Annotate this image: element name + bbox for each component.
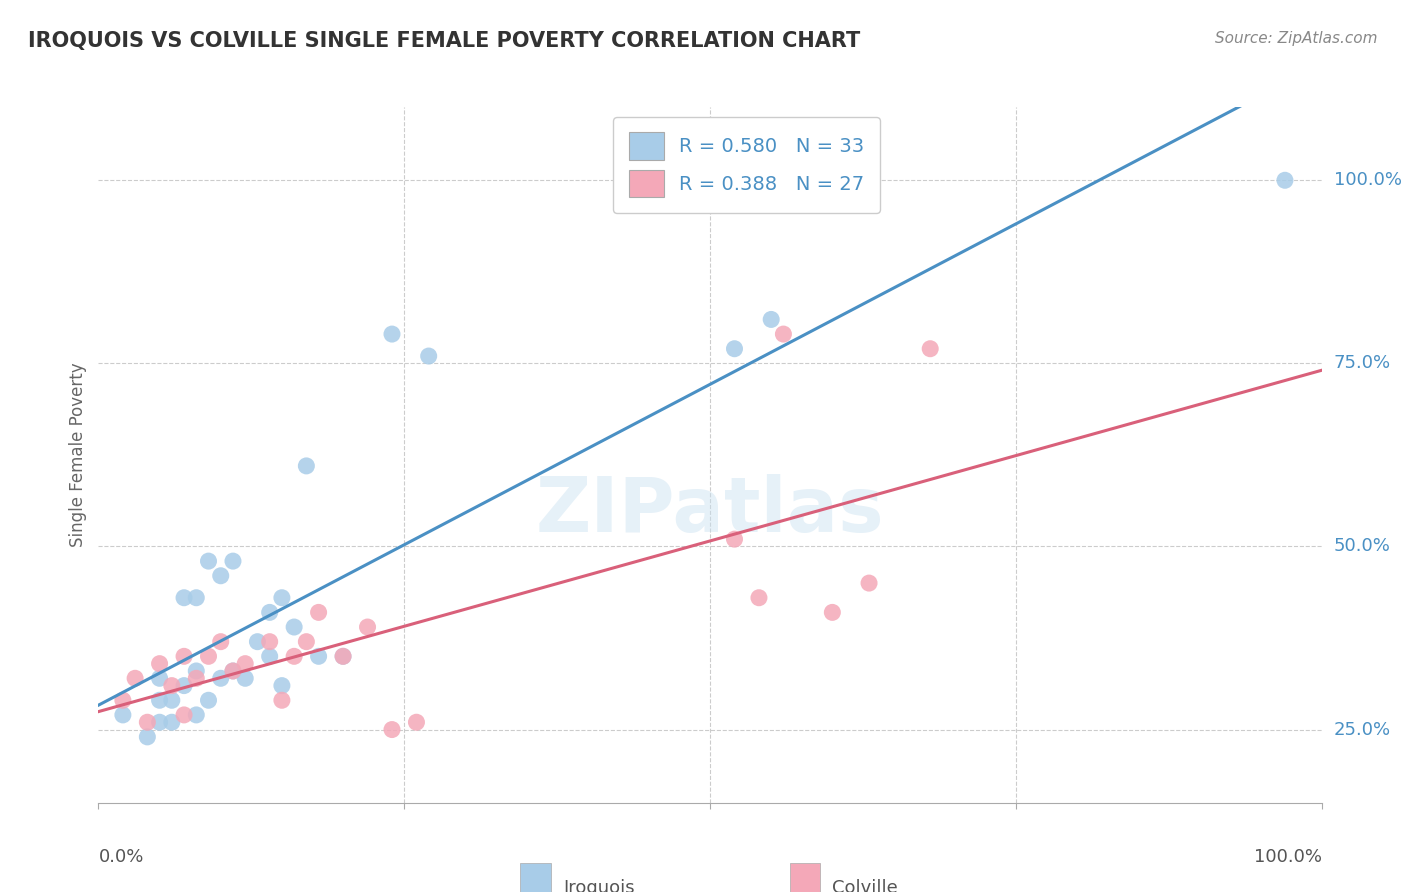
Text: Source: ZipAtlas.com: Source: ZipAtlas.com <box>1215 31 1378 46</box>
Point <box>246 634 269 648</box>
Text: Iroquois: Iroquois <box>564 880 636 892</box>
Point <box>772 327 794 342</box>
Point <box>149 657 172 671</box>
Point <box>920 342 942 356</box>
Point <box>356 620 378 634</box>
Point <box>186 671 208 685</box>
Point <box>160 679 183 693</box>
Point <box>222 554 245 568</box>
Point <box>1274 173 1296 187</box>
Point <box>332 649 354 664</box>
Point <box>270 679 294 693</box>
Point <box>381 327 404 342</box>
Point <box>209 634 232 648</box>
Point <box>111 693 134 707</box>
Point <box>748 591 770 605</box>
Text: Colville: Colville <box>832 880 898 892</box>
Point <box>136 715 159 730</box>
Point <box>149 715 172 730</box>
Text: IROQUOIS VS COLVILLE SINGLE FEMALE POVERTY CORRELATION CHART: IROQUOIS VS COLVILLE SINGLE FEMALE POVER… <box>28 31 860 51</box>
Point <box>308 649 330 664</box>
Point <box>173 591 195 605</box>
Point <box>270 591 294 605</box>
Point <box>111 707 134 722</box>
Point <box>197 693 219 707</box>
Point <box>186 591 208 605</box>
Point <box>332 649 354 664</box>
Point <box>308 606 330 620</box>
Point <box>761 312 783 326</box>
Point <box>197 554 219 568</box>
Text: 0.0%: 0.0% <box>98 848 143 866</box>
Point <box>222 664 245 678</box>
FancyBboxPatch shape <box>790 863 820 892</box>
Point <box>418 349 440 363</box>
Point <box>270 693 294 707</box>
Point <box>197 649 219 664</box>
FancyBboxPatch shape <box>520 863 551 892</box>
Point <box>149 693 172 707</box>
Y-axis label: Single Female Poverty: Single Female Poverty <box>69 363 87 547</box>
Point <box>222 664 245 678</box>
Point <box>233 671 256 685</box>
Legend: R = 0.580   N = 33, R = 0.388   N = 27: R = 0.580 N = 33, R = 0.388 N = 27 <box>613 117 880 212</box>
Point <box>858 576 880 591</box>
Point <box>259 634 281 648</box>
Point <box>259 606 281 620</box>
Point <box>295 634 318 648</box>
Point <box>124 671 146 685</box>
Text: ZIPatlas: ZIPatlas <box>536 474 884 548</box>
Text: 50.0%: 50.0% <box>1334 538 1391 556</box>
Point <box>173 649 195 664</box>
Point <box>186 707 208 722</box>
Text: 100.0%: 100.0% <box>1254 848 1322 866</box>
Point <box>160 715 183 730</box>
Point <box>160 693 183 707</box>
Point <box>173 679 195 693</box>
Point <box>283 649 305 664</box>
Point <box>821 606 844 620</box>
Point <box>149 671 172 685</box>
Point <box>209 568 232 582</box>
Text: 100.0%: 100.0% <box>1334 171 1402 189</box>
Point <box>209 671 232 685</box>
Point <box>723 532 745 546</box>
Point <box>295 458 318 473</box>
Point <box>405 715 427 730</box>
Point <box>723 342 745 356</box>
Point <box>259 649 281 664</box>
Point <box>136 730 159 744</box>
Point <box>173 707 195 722</box>
Point <box>381 723 404 737</box>
Text: 25.0%: 25.0% <box>1334 721 1391 739</box>
Point <box>233 657 256 671</box>
Text: 75.0%: 75.0% <box>1334 354 1391 372</box>
Point <box>186 664 208 678</box>
Point <box>283 620 305 634</box>
